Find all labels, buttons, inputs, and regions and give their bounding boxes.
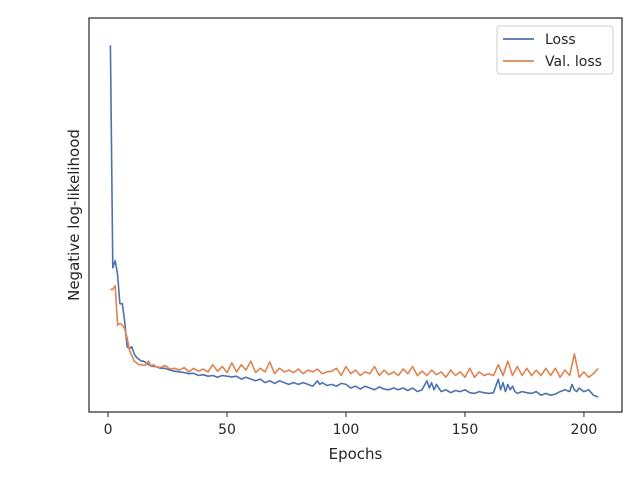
legend-box: [496, 25, 614, 75]
x-tick-label: 0: [104, 422, 113, 438]
series-line-loss: [109, 45, 599, 398]
x-tick-label: 150: [452, 422, 479, 438]
x-axis-label: Epochs: [329, 445, 383, 463]
y-axis-label: Negative log-likelihood: [65, 129, 83, 301]
series-line-val-loss: [110, 284, 599, 379]
plot-area: [109, 45, 599, 398]
legend: Loss Val. loss: [496, 25, 614, 75]
x-tick-label: 50: [218, 422, 236, 438]
legend-label: Val. loss: [545, 54, 602, 70]
axes: 0 50 100 150 200 Epochs Negative log-likelihoo…: [65, 17, 623, 463]
x-tick-label: 200: [571, 422, 598, 438]
legend-label: Loss: [545, 32, 576, 48]
x-tick-label: 100: [333, 422, 360, 438]
axes-frame: [88, 17, 623, 413]
